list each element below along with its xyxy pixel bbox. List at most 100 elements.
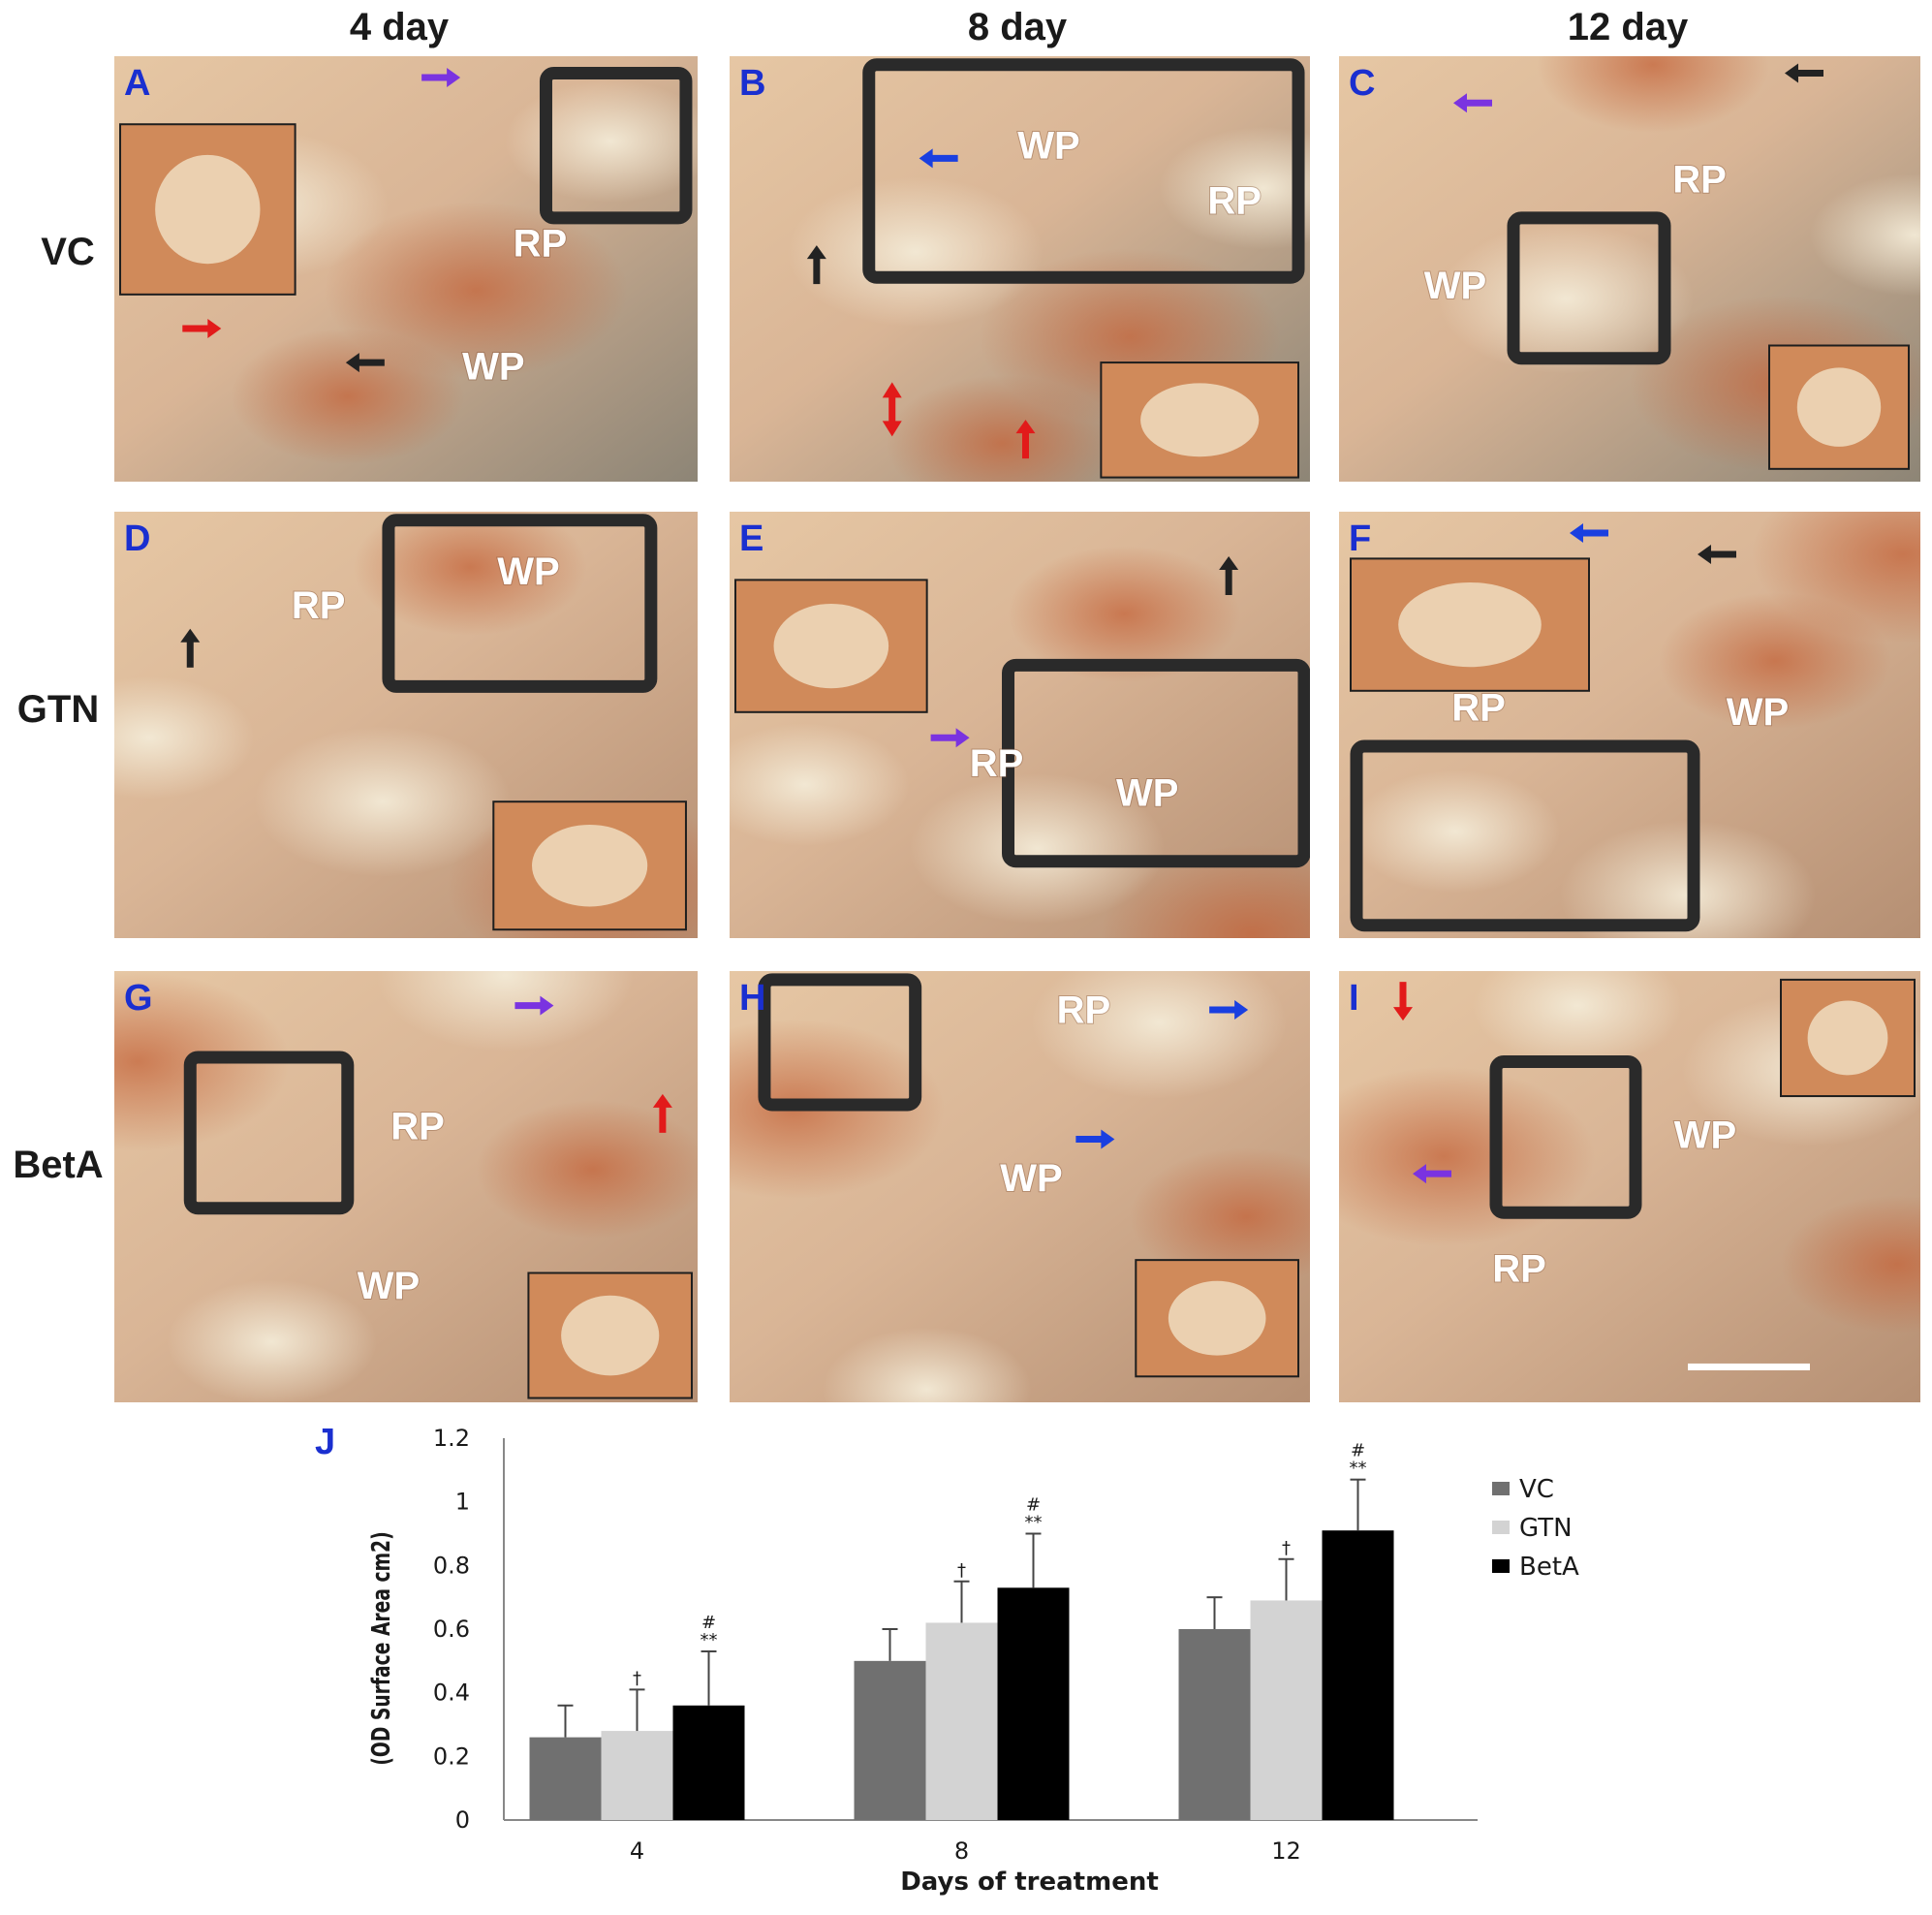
zoom-inset <box>1135 1259 1300 1378</box>
significance-marker: † <box>633 1668 641 1688</box>
panel-label-d: D <box>124 518 150 559</box>
red-arrow-up-3-icon <box>1015 420 1036 459</box>
region-of-interest-box <box>539 67 693 225</box>
y-axis-label: (OD Surface Area cm2) <box>367 1531 396 1765</box>
red-arrow-up-1-icon <box>652 1093 672 1133</box>
micrograph-panel-i: WP RP I <box>1339 971 1920 1402</box>
region-label-wp: WP <box>358 1265 420 1307</box>
region-label-rp: RP <box>390 1106 445 1148</box>
zoom-inset <box>733 579 928 713</box>
bar-beta-day-8 <box>997 1587 1070 1820</box>
significance-marker-secondary: # <box>1351 1441 1365 1461</box>
micrograph-panel-f: RP WP F <box>1339 512 1920 938</box>
region-of-interest-box <box>1489 1054 1642 1219</box>
micrograph-panel-a: RP WP A <box>114 56 698 482</box>
bar-vc-day-12 <box>1178 1629 1251 1820</box>
micrograph-panel-d: WP RP D <box>114 512 698 938</box>
scale-bar <box>1688 1363 1810 1370</box>
row-title-beta: BetA <box>13 1144 104 1186</box>
black-arrow-left-2-icon <box>345 353 385 373</box>
significance-marker: † <box>1282 1538 1291 1558</box>
black-arrow-up-0-icon <box>180 628 201 668</box>
y-tick-label: 1 <box>455 1489 470 1516</box>
x-tick-label: 4 <box>630 1837 644 1865</box>
region-label-rp: RP <box>970 742 1024 785</box>
significance-marker: ** <box>701 1630 718 1650</box>
significance-marker-secondary: # <box>1026 1495 1041 1516</box>
panel-label-i: I <box>1349 978 1359 1019</box>
region-label-wp: WP <box>497 550 559 593</box>
blue-arrow-left-0-icon <box>919 148 958 169</box>
panel-label-b: B <box>739 63 765 104</box>
legend-label-vc: VC <box>1519 1475 1554 1504</box>
micrograph-panel-c: RP WP C <box>1339 56 1920 482</box>
legend-swatch-gtn <box>1492 1521 1510 1534</box>
blue-arrow-left-0-icon <box>1570 523 1608 543</box>
column-title-4-day: 4 day <box>349 6 450 48</box>
x-tick-label: 12 <box>1271 1837 1301 1865</box>
zoom-inset <box>1350 557 1590 692</box>
significance-marker-secondary: # <box>701 1613 716 1633</box>
region-of-interest-box <box>1350 739 1700 932</box>
blue-arrow-right-0-icon <box>1209 1000 1249 1020</box>
panel-label-e: E <box>739 518 763 559</box>
panel-label-g: G <box>124 978 153 1019</box>
bar-beta-day-4 <box>672 1705 745 1820</box>
panel-label-c: C <box>1349 63 1375 104</box>
x-axis-label: Days of treatment <box>900 1868 1159 1897</box>
region-of-interest-box <box>1507 211 1671 365</box>
legend-swatch-vc <box>1492 1482 1510 1495</box>
region-label-rp: RP <box>1672 158 1727 201</box>
bar-gtn-day-4 <box>601 1731 673 1820</box>
significance-marker: † <box>957 1560 966 1581</box>
region-label-wp: WP <box>1000 1157 1062 1200</box>
region-label-wp: WP <box>1674 1114 1736 1156</box>
x-tick-label: 8 <box>954 1837 969 1865</box>
bar-gtn-day-8 <box>925 1622 998 1820</box>
region-label-wp: WP <box>1424 265 1486 307</box>
region-of-interest-box <box>183 1051 355 1215</box>
region-of-interest-box <box>862 58 1305 284</box>
red-arrow-updown-2-icon <box>882 382 902 437</box>
micrograph-panel-b: WP RP B <box>730 56 1310 482</box>
purple-arrow-right-0-icon <box>514 995 554 1016</box>
micrograph-panel-h: RP WP H <box>730 971 1310 1402</box>
red-arrow-right-1-icon <box>182 318 222 338</box>
blue-arrow-right-1-icon <box>1075 1129 1115 1149</box>
y-tick-label: 0.8 <box>433 1552 470 1579</box>
panel-label-a: A <box>124 63 150 104</box>
purple-arrow-left-1-icon <box>1413 1164 1451 1184</box>
region-of-interest-box <box>758 973 922 1112</box>
column-title-12-day: 12 day <box>1567 6 1689 48</box>
region-label-rp: RP <box>1057 989 1111 1031</box>
y-tick-label: 0.2 <box>433 1742 470 1770</box>
region-label-rp: RP <box>1207 179 1262 222</box>
zoom-inset <box>527 1271 693 1399</box>
red-arrow-down-0-icon <box>1393 982 1413 1021</box>
micrograph-panel-g: RP WP G <box>114 971 698 1402</box>
region-label-wp: WP <box>462 346 524 389</box>
purple-arrow-right-0-icon <box>421 67 461 87</box>
zoom-inset <box>119 123 296 296</box>
region-label-wp: WP <box>1116 772 1178 815</box>
region-label-rp: RP <box>1451 687 1506 730</box>
black-arrow-up-1-icon <box>806 245 826 285</box>
zoom-inset <box>1768 344 1910 470</box>
bar-vc-day-4 <box>529 1737 602 1820</box>
y-tick-label: 1.2 <box>433 1425 470 1452</box>
legend-label-gtn: GTN <box>1519 1514 1573 1543</box>
black-arrow-up-1-icon <box>1219 556 1239 595</box>
region-label-rp: RP <box>514 222 568 265</box>
panel-label-j: J <box>315 1422 335 1462</box>
row-title-vc: VC <box>41 231 95 273</box>
zoom-inset <box>1780 978 1916 1098</box>
y-tick-label: 0.6 <box>433 1616 470 1643</box>
row-title-gtn: GTN <box>16 688 100 731</box>
panel-label-f: F <box>1349 518 1371 559</box>
region-of-interest-box <box>382 514 658 693</box>
purple-arrow-right-0-icon <box>930 728 970 748</box>
region-label-rp: RP <box>292 584 346 627</box>
micrograph-panel-e: RP WP E <box>730 512 1310 938</box>
region-label-wp: WP <box>1017 124 1079 167</box>
significance-marker: ** <box>1350 1459 1367 1479</box>
